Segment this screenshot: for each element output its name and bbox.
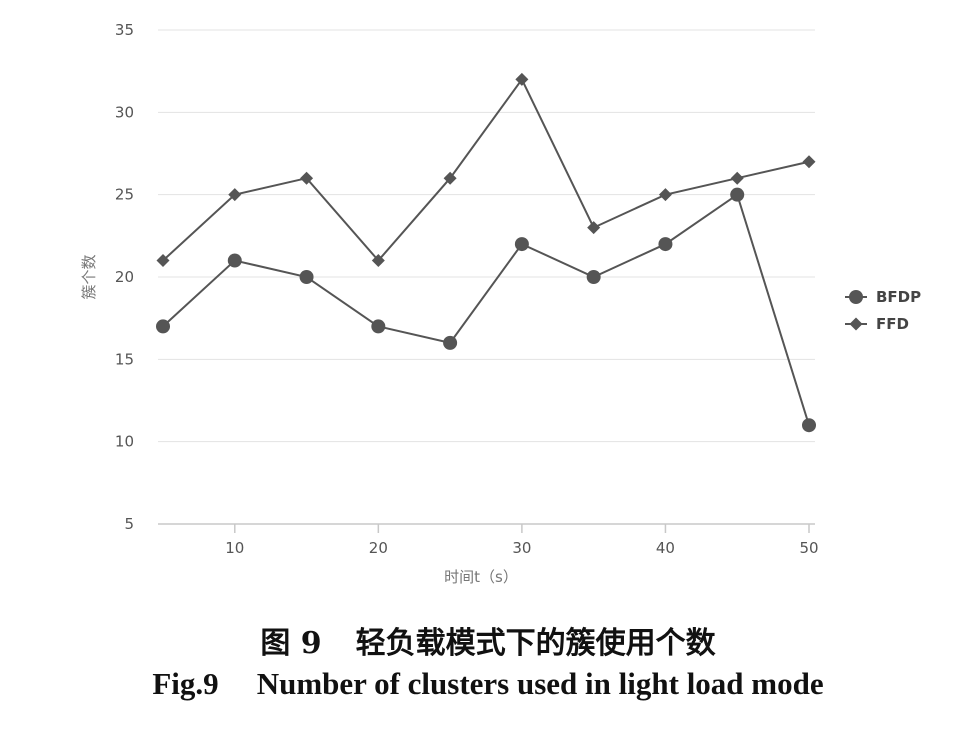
data-point-bfdp <box>227 253 242 268</box>
legend: BFDP FFD <box>845 288 921 333</box>
x-axis-title: 时间t（s） <box>444 568 518 586</box>
legend-label-ffd: FFD <box>876 315 909 333</box>
legend-marker-bfdp <box>849 290 863 304</box>
gridlines <box>158 29 815 443</box>
y-tick-label: 35 <box>115 21 134 39</box>
y-tick-label: 25 <box>115 186 134 204</box>
figure-caption-english: Fig.9 Number of clusters used in light lo… <box>0 666 976 702</box>
x-tick-label: 30 <box>512 539 531 557</box>
data-point-ffd <box>587 221 601 235</box>
data-point-bfdp <box>730 187 745 202</box>
data-point-ffd <box>515 72 529 86</box>
figure-number-english: Fig.9 <box>152 666 219 701</box>
data-point-bfdp <box>658 237 673 252</box>
y-tick-label: 5 <box>124 515 134 533</box>
x-tick-label: 40 <box>656 539 675 557</box>
figure-caption-chinese: 图 9 轻负载模式下的簇使用个数 <box>0 618 976 662</box>
data-point-ffd <box>371 254 385 268</box>
data-point-ffd <box>802 155 816 169</box>
y-axis-title: 簇个数 <box>80 254 98 299</box>
series-line-bfdp <box>162 193 810 426</box>
legend-marker-ffd <box>849 317 863 331</box>
data-point-bfdp <box>156 319 170 334</box>
figure-title-english: Number of clusters used in light load mo… <box>256 666 824 701</box>
series-layer <box>156 72 816 433</box>
data-point-bfdp <box>371 319 386 334</box>
data-point-bfdp <box>514 237 529 252</box>
data-point-ffd <box>228 188 242 202</box>
y-tick-label: 10 <box>115 433 134 451</box>
y-tick-label: 15 <box>115 350 134 368</box>
x-tick-label: 20 <box>369 539 388 557</box>
series-line-ffd <box>162 77 810 263</box>
x-axis: 10 20 30 40 50 <box>158 523 819 557</box>
legend-label-bfdp: BFDP <box>876 288 921 306</box>
x-tick-label: 50 <box>799 539 818 557</box>
data-point-bfdp <box>586 270 601 284</box>
data-point-ffd <box>658 188 672 202</box>
data-point-ffd <box>300 171 314 185</box>
y-tick-label: 30 <box>115 103 134 121</box>
y-axis-ticks: 5 10 15 20 25 30 35 <box>115 21 134 533</box>
data-point-ffd <box>443 171 457 185</box>
data-point-ffd <box>730 171 744 185</box>
data-point-bfdp <box>443 335 458 350</box>
x-tick-label: 10 <box>225 539 244 557</box>
data-point-bfdp <box>802 418 816 433</box>
y-tick-label: 20 <box>115 268 134 286</box>
data-point-bfdp <box>299 270 314 284</box>
figure-number-chinese: 图 9 <box>260 626 322 661</box>
data-point-ffd <box>156 254 170 268</box>
line-chart: 5 10 15 20 25 30 35 10 20 30 40 50 BFDP FFD 簇个数 时间t… <box>80 21 921 586</box>
figure-title-chinese: 轻负载模式下的簇使用个数 <box>355 626 716 661</box>
